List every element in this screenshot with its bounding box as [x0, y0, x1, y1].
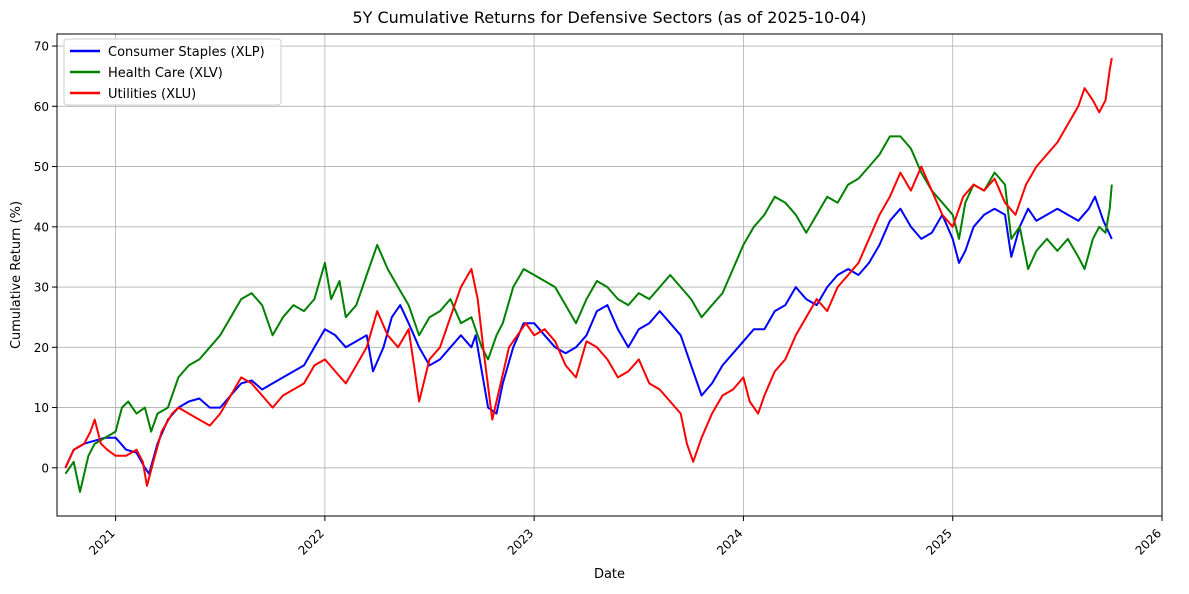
y-tick-label: 70 — [34, 40, 49, 54]
series-line-2 — [64, 57, 1113, 487]
y-axis-label: Cumulative Return (%) — [9, 201, 24, 349]
legend-box — [63, 38, 282, 106]
y-tick-label: 60 — [34, 100, 49, 114]
series-lines — [64, 57, 1113, 493]
x-axis-label: Date — [594, 567, 625, 582]
y-tick-label: 0 — [41, 461, 49, 475]
legend-label: Health Care (XLV) — [108, 66, 223, 81]
y-tick-label: 20 — [34, 341, 49, 355]
legend-label: Utilities (XLU) — [108, 87, 196, 102]
series-line-0 — [64, 195, 1113, 475]
y-tick-label: 40 — [34, 220, 49, 234]
y-tick-label: 10 — [34, 401, 49, 415]
series-line-1 — [64, 135, 1113, 493]
legend: Consumer Staples (XLP) Health Care (XLV) U… — [63, 38, 282, 106]
plot-frame — [56, 33, 1163, 517]
legend-label: Consumer Staples (XLP) — [108, 45, 265, 60]
y-tick-label: 30 — [34, 281, 49, 295]
y-tick-label: 50 — [34, 160, 49, 174]
chart-title: 5Y Cumulative Returns for Defensive Sect… — [352, 8, 866, 27]
